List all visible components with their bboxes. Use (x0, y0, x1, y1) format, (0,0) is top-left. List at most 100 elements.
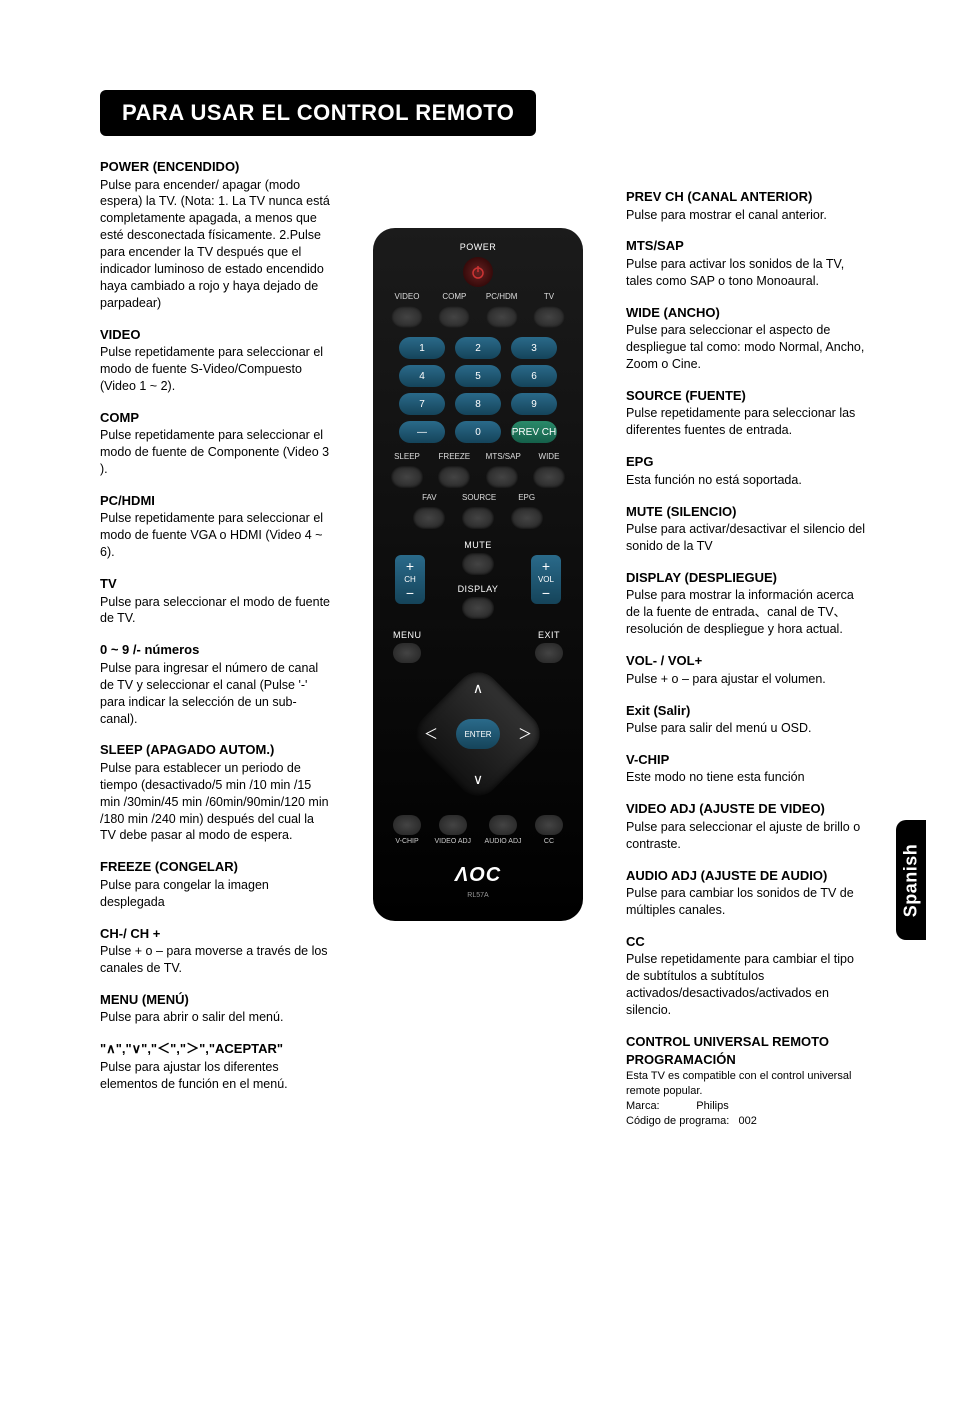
heading: MUTE (SILENCIO) (626, 503, 871, 521)
enter-btn: ENTER (456, 719, 500, 749)
heading: EPG (626, 453, 871, 471)
num-7: 7 (399, 393, 445, 415)
numpad: 123 456 789 — 0 PREV CH (399, 337, 557, 443)
universal-remote-info: Esta TV es compatible con el control uni… (626, 1069, 871, 1128)
language-tab: Spanish (896, 820, 926, 940)
num-1: 1 (399, 337, 445, 359)
heading: VOL- / VOL+ (626, 652, 871, 670)
body-text: Este modo no tiene esta función (626, 769, 871, 786)
exit-label: EXIT (538, 630, 560, 640)
num-5: 5 (455, 365, 501, 387)
heading: MENU (MENÚ) (100, 991, 330, 1009)
mute-btn (462, 553, 494, 575)
heading: CC (626, 933, 871, 951)
body-text: Pulse para salir del menú u OSD. (626, 720, 871, 737)
source-labels: VIDEOCOMPPC/HDMTV (387, 292, 569, 301)
num-3: 3 (511, 337, 557, 359)
body-text: Pulse para mostrar la información acerca… (626, 587, 871, 638)
body-text: Pulse para abrir o salir del menú. (100, 1009, 330, 1026)
body-text: Pulse para encender/ apagar (modo espera… (100, 177, 330, 312)
display-label: DISPLAY (458, 584, 499, 594)
manual-page: PARA USAR EL CONTROL REMOTO POWER (ENCEN… (0, 0, 954, 1412)
brand-logo: ΛOC (455, 864, 501, 887)
num-PREV CH: PREV CH (511, 421, 557, 443)
right-column: PREV CH (CANAL ANTERIOR)Pulse para mostr… (626, 188, 871, 1128)
body-text: Pulse para establecer un periodo de tiem… (100, 760, 330, 844)
body-text: Pulse para ingresar el número de canal d… (100, 660, 330, 728)
heading: PREV CH (CANAL ANTERIOR) (626, 188, 871, 206)
body-text: Pulse repetidamente para seleccionar el … (100, 344, 330, 395)
num-—: — (399, 421, 445, 443)
body-text: Pulse + o – para ajustar el volumen. (626, 671, 871, 688)
body-text: Pulse para seleccionar el ajuste de bril… (626, 819, 871, 853)
heading: COMP (100, 409, 330, 427)
bottom-row: V-CHIPVIDEO ADJAUDIO ADJCC (387, 815, 569, 845)
comp-btn (438, 306, 470, 328)
content-columns: POWER (ENCENDIDO)Pulse para encender/ ap… (100, 158, 914, 1128)
body-text: Pulse repetidamente para cambiar el tipo… (626, 951, 871, 1019)
menu-label: MENU (393, 630, 422, 640)
body-text: Pulse para ajustar los diferentes elemen… (100, 1059, 330, 1093)
heading: CONTROL UNIVERSAL REMOTO PROGRAMACIÓN (626, 1033, 871, 1068)
arrows-heading: "∧","∨","＜","＞","ACEPTAR" (100, 1040, 330, 1058)
rowB-buttons (387, 507, 569, 529)
num-8: 8 (455, 393, 501, 415)
source-buttons (387, 306, 569, 328)
left-column: POWER (ENCENDIDO)Pulse para encender/ ap… (100, 158, 330, 1128)
heading: AUDIO ADJ (AJUSTE DE AUDIO) (626, 867, 871, 885)
body-text: Pulse para seleccionar el aspecto de des… (626, 322, 871, 373)
num-2: 2 (455, 337, 501, 359)
body-text: Pulse para congelar la imagen desplegada (100, 877, 330, 911)
display-btn (462, 597, 494, 619)
power-button (463, 257, 493, 287)
heading: SLEEP (APAGADO AUTOM.) (100, 741, 330, 759)
language-tab-label: Spanish (901, 843, 922, 917)
heading: CH-/ CH + (100, 925, 330, 943)
body-text: Pulse para activar/desactivar el silenci… (626, 521, 871, 555)
num-9: 9 (511, 393, 557, 415)
heading: PC/HDMI (100, 492, 330, 510)
heading: TV (100, 575, 330, 593)
brand-model: RL57A (467, 892, 488, 899)
heading: FREEZE (CONGELAR) (100, 858, 330, 876)
heading: POWER (ENCENDIDO) (100, 158, 330, 176)
heading: 0 ~ 9 /- números (100, 641, 330, 659)
exit-btn (535, 643, 563, 663)
vol-rocker: +VOL− (531, 555, 561, 604)
body-text: Pulse para mostrar el canal anterior. (626, 207, 871, 224)
body-text: Esta función no está soportada. (626, 472, 871, 489)
body-text: Pulse repetidamente para seleccionar las… (626, 405, 871, 439)
tv-btn (533, 306, 565, 328)
nav-pad: ∧ ∨ ＜ ＞ ENTER (418, 674, 538, 794)
heading: MTS/SAP (626, 237, 871, 255)
rowB-labels: FAVSOURCEEPG (387, 493, 569, 502)
remote-control: POWER VIDEOCOMPPC/HDMTV 123 456 789 — 0 PREV … (373, 228, 583, 921)
heading: V-CHIP (626, 751, 871, 769)
num-4: 4 (399, 365, 445, 387)
remote-figure: POWER VIDEOCOMPPC/HDMTV 123 456 789 — 0 PREV … (348, 228, 608, 1128)
mute-display-block: +CH− MUTE DISPLAY +VOL− (387, 540, 569, 619)
section-title: PARA USAR EL CONTROL REMOTO (100, 90, 536, 136)
ch-rocker: +CH− (395, 555, 425, 604)
heading: Exit (Salir) (626, 702, 871, 720)
rowA-buttons (387, 466, 569, 488)
body-text: Pulse para activar los sonidos de la TV,… (626, 256, 871, 290)
body-text: Pulse repetidamente para seleccionar el … (100, 427, 330, 478)
num-6: 6 (511, 365, 557, 387)
pchdmi-btn (486, 306, 518, 328)
body-text: Pulse para seleccionar el modo de fuente… (100, 594, 330, 628)
heading: SOURCE (FUENTE) (626, 387, 871, 405)
heading: DISPLAY (DESPLIEGUE) (626, 569, 871, 587)
body-text: Pulse para cambiar los sonidos de TV de … (626, 885, 871, 919)
rowA-labels: SLEEPFREEZEMTS/SAPWIDE (387, 452, 569, 461)
video-btn (391, 306, 423, 328)
power-label: POWER (460, 242, 497, 252)
heading: VIDEO ADJ (AJUSTE DE VIDEO) (626, 800, 871, 818)
menu-btn (393, 643, 421, 663)
num-0: 0 (455, 421, 501, 443)
body-text: Pulse repetidamente para seleccionar el … (100, 510, 330, 561)
heading: WIDE (ANCHO) (626, 304, 871, 322)
mute-label: MUTE (464, 540, 492, 550)
heading: VIDEO (100, 326, 330, 344)
body-text: Pulse + o – para moverse a través de los… (100, 943, 330, 977)
